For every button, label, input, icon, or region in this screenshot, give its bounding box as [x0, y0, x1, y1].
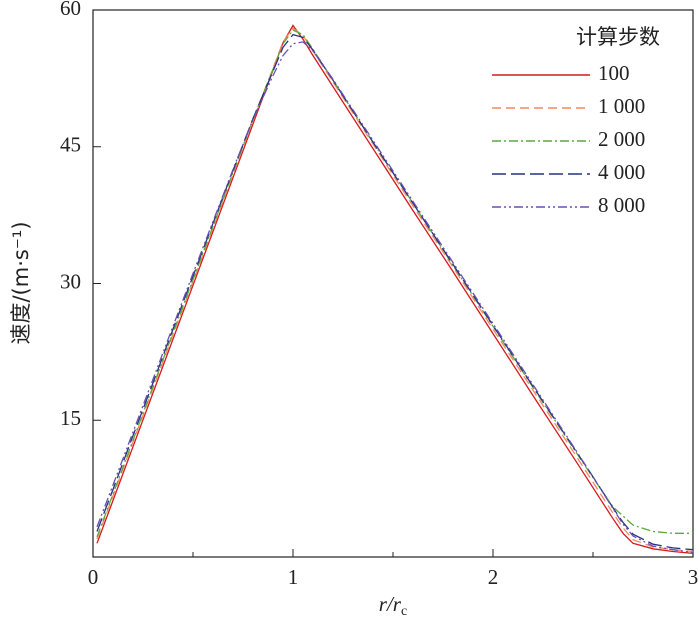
legend-title: 计算步数	[576, 25, 660, 49]
y-tick-label: 60	[60, 0, 81, 20]
x-axis-label: r/rc	[379, 592, 407, 619]
x-tick-label: 1	[288, 565, 299, 589]
legend-label: 2 000	[598, 127, 645, 151]
x-tick-label: 3	[688, 565, 699, 589]
series-line	[96, 41, 694, 554]
x-tick-label: 0	[88, 565, 99, 589]
legend-label: 8 000	[598, 193, 645, 217]
x-label-main: r/r	[379, 592, 402, 616]
y-tick-label: 15	[60, 406, 81, 430]
x-label-sub: c	[401, 604, 407, 619]
legend-label: 4 000	[598, 160, 645, 184]
y-tick-label: 30	[60, 269, 81, 293]
series-line	[96, 24, 694, 555]
y-axis-label: 速度/(m·s⁻¹)	[9, 221, 33, 344]
y-tick-label: 45	[60, 133, 81, 157]
x-tick-label: 2	[488, 565, 499, 589]
series-line	[96, 27, 694, 553]
legend-label: 1 000	[598, 94, 645, 118]
legend-label: 100	[598, 61, 630, 85]
plot-frame	[92, 9, 694, 558]
